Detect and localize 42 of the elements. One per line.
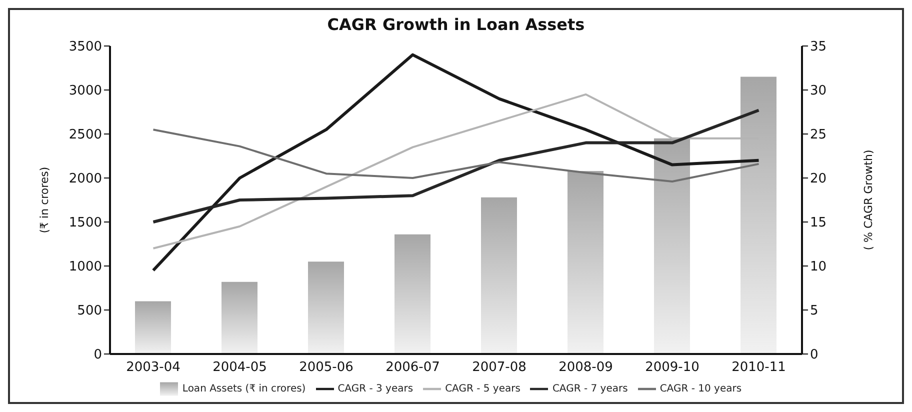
x-tick-label: 2006-07 [386,360,440,376]
y2-axis-title: ( % CAGR Growth) [862,150,875,250]
line-series [152,128,760,183]
y-tick-label: 2500 [68,128,102,143]
bar [568,170,604,354]
y2-tick-label: 5 [810,304,818,319]
x-tick-label: 2007-08 [472,360,526,376]
bar [222,282,258,354]
bar [740,76,776,354]
legend-label: CAGR - 7 years [552,384,628,395]
x-tick-label: 2004-05 [212,360,267,376]
chart-title: CAGR Growth in Loan Assets [327,15,585,34]
y-tick-label: 500 [77,304,102,319]
x-tick-label: 2003-04 [126,360,180,376]
line-series [152,53,760,272]
legend-label: CAGR - 10 years [660,384,742,395]
y-tick-label: 3500 [68,40,102,55]
y-tick-label: 1500 [68,216,102,231]
x-tick-label: 2008-09 [558,360,613,376]
y2-tick-label: 35 [810,40,827,55]
legend-label: CAGR - 5 years [445,384,520,395]
y2-tick-label: 0 [810,348,818,363]
y-axis-title: (₹ in crores) [38,166,51,234]
x-tick-label: 2010-11 [732,360,786,376]
y2-tick-label: 25 [810,128,827,143]
y2-tick-label: 10 [810,260,827,275]
y-tick-label: 2000 [68,172,102,187]
bar [654,138,690,354]
y2-tick-label: 20 [810,172,827,187]
bar [135,301,171,354]
x-tick-label: 2005-06 [299,360,354,376]
legend-label: Loan Assets (₹ in crores) [182,384,306,395]
y-tick-label: 0 [94,348,102,363]
y2-tick-label: 15 [810,216,827,231]
y-tick-label: 1000 [68,260,102,275]
y2-tick-label: 30 [810,84,827,99]
bar [481,197,517,354]
bar [308,262,344,354]
bar [394,234,430,354]
x-tick-label: 2009-10 [645,360,700,376]
y-tick-label: 3000 [68,84,102,99]
legend-label: CAGR - 3 years [338,384,414,395]
